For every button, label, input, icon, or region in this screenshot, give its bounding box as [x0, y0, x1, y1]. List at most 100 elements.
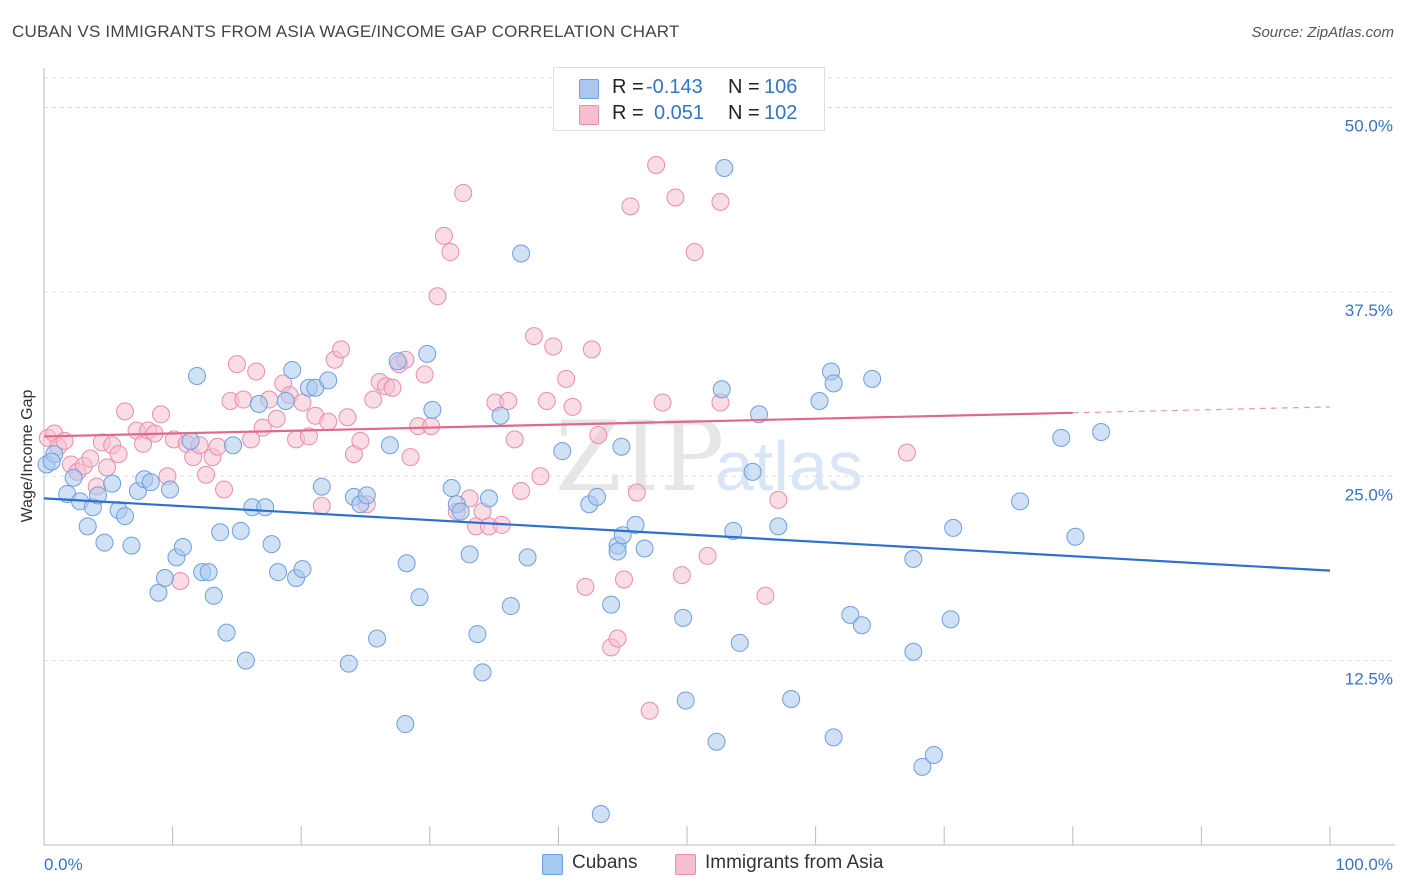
cubans-point	[236, 651, 255, 670]
cubans-point	[262, 535, 281, 554]
cubans-point	[944, 518, 963, 537]
asia-point	[208, 437, 227, 456]
cubans-point	[122, 536, 141, 555]
r-value: -0.143	[646, 76, 703, 98]
cubans-point	[674, 608, 693, 627]
asia-point	[116, 402, 135, 421]
cubans-point	[810, 392, 829, 411]
cubans-point	[553, 442, 572, 461]
asia-point	[247, 362, 266, 381]
asia-point	[364, 390, 383, 409]
cubans-point	[78, 517, 97, 536]
asia-point	[544, 337, 563, 356]
cubans-point	[941, 610, 960, 629]
cubans-trend-line	[43, 497, 1331, 572]
asia-point	[215, 480, 234, 499]
asia-point	[171, 571, 190, 590]
asia-point	[627, 483, 646, 502]
cubans-point	[217, 623, 236, 642]
asia-point	[711, 192, 730, 211]
asia-point	[531, 467, 550, 486]
cubans-point	[283, 361, 302, 380]
cubans-point	[89, 486, 108, 505]
cubans-point	[319, 371, 338, 390]
asia-point	[319, 412, 338, 431]
asia-point	[383, 378, 402, 397]
asia-legend-swatch	[675, 854, 696, 875]
cubans-point	[913, 757, 932, 776]
cubans-point	[204, 586, 223, 605]
cubans-point	[743, 462, 762, 481]
asia-point	[647, 156, 666, 175]
cubans-point	[388, 352, 407, 371]
cubans-point	[95, 533, 114, 552]
cubans-point	[782, 689, 801, 708]
n-value: 106	[764, 76, 798, 98]
asia-point	[299, 427, 318, 446]
cubans-point	[824, 374, 843, 393]
asia-point	[621, 197, 640, 216]
cubans-point	[231, 521, 250, 540]
n-label: N =	[728, 76, 760, 98]
cubans-point	[249, 394, 268, 413]
y-tick-label: 50.0%	[1345, 117, 1393, 136]
r-label: R =	[612, 76, 644, 98]
source-label: Source: ZipAtlas.com	[1251, 24, 1394, 41]
cubans-point	[591, 805, 610, 824]
cubans-point	[423, 400, 442, 419]
cubans-legend-swatch	[542, 854, 563, 875]
asia-point	[666, 188, 685, 207]
cubans-point	[116, 507, 135, 526]
cubans-point	[501, 597, 520, 616]
asia-point	[512, 482, 531, 500]
cubans-point	[256, 498, 275, 517]
cubans-point	[904, 642, 923, 661]
asia-point	[415, 365, 434, 384]
x-tick-label: 100.0%	[1335, 855, 1393, 874]
n-value: 102	[764, 102, 798, 124]
asia-trend-extension	[1072, 406, 1331, 414]
cubans-point	[397, 554, 416, 573]
cubans-point	[224, 436, 243, 455]
cubans-point	[904, 549, 923, 568]
cubans-point	[188, 366, 207, 385]
asia-point	[351, 431, 370, 450]
asia-point	[434, 226, 453, 245]
cubans-point	[587, 487, 606, 506]
cubans-point	[626, 515, 645, 534]
stats-row-asia: R = 0.051 N = 102	[554, 102, 824, 128]
cubans-point	[852, 616, 871, 635]
asia-point	[227, 355, 246, 374]
asia-point	[640, 701, 659, 720]
asia-point	[589, 425, 608, 444]
cubans-point	[276, 392, 295, 411]
y-tick-label: 25.0%	[1345, 485, 1393, 504]
cubans-point	[161, 480, 180, 499]
asia-point	[338, 408, 357, 427]
r-label: R =	[612, 102, 644, 124]
asia-point	[499, 392, 518, 411]
cubans-point	[491, 406, 510, 425]
cubans-point	[468, 625, 487, 644]
asia-point	[608, 629, 627, 648]
cubans-point	[863, 369, 882, 388]
asia-point	[756, 586, 775, 605]
cubans-point	[473, 663, 492, 682]
asia-point	[582, 340, 601, 359]
cubans-point	[339, 654, 358, 673]
cubans-point	[141, 473, 160, 492]
asia-point	[769, 490, 788, 509]
series-asia-points	[38, 156, 916, 720]
asia-point	[576, 577, 595, 596]
asia-point	[401, 448, 420, 467]
stats-box: R = -0.143 N = 106 R = 0.051 N = 102	[553, 67, 825, 131]
asia-swatch	[579, 105, 599, 125]
legend-label: Immigrants from Asia	[705, 852, 884, 873]
cubans-point	[396, 715, 415, 734]
cubans-point	[418, 344, 437, 363]
asia-point	[505, 430, 524, 449]
cubans-point	[707, 732, 726, 751]
cubans-point	[42, 452, 61, 471]
asia-point	[81, 449, 100, 468]
cubans-point	[612, 437, 631, 456]
